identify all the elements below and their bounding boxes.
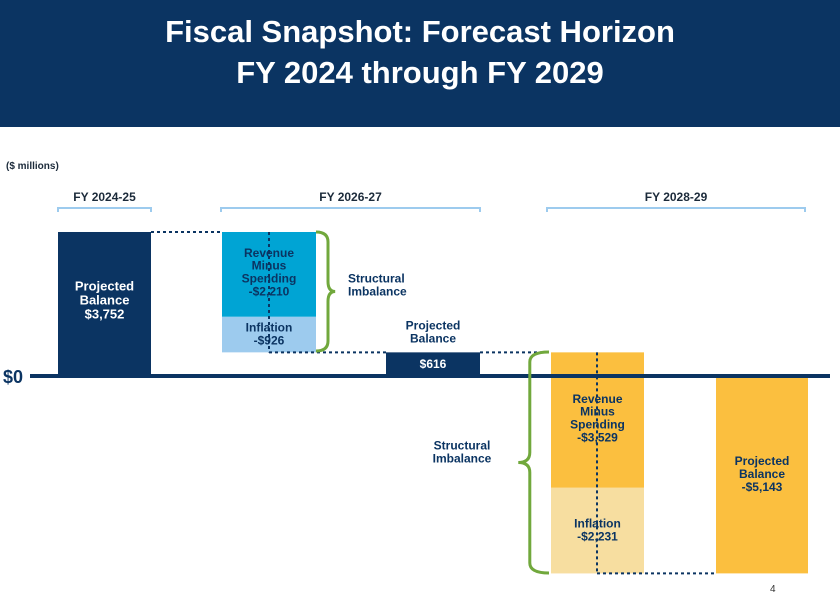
bar-bal3 <box>716 376 808 574</box>
structural-imbalance-brace <box>518 350 550 575</box>
bar-label-bal2: $616 <box>420 357 447 371</box>
bar-label-bal1: Projected Balance $3,752 <box>75 279 134 322</box>
units-label: ($ millions) <box>6 161 59 172</box>
page-subtitle: FY 2024 through FY 2029 <box>236 55 604 90</box>
period-label: FY 2024-25 <box>73 190 136 204</box>
page-title: Fiscal Snapshot: Forecast Horizon <box>165 14 675 49</box>
bar-label-rms2: Revenue Minus Spending -$3,529 <box>570 392 625 445</box>
bar-label-inf1: Inflation -$926 <box>246 321 293 348</box>
period-bracket <box>220 207 481 212</box>
bar-label-rms1: Revenue Minus Spending -$2,210 <box>242 246 297 299</box>
structural-imbalance-brace <box>315 230 336 353</box>
zero-label: $0 <box>3 367 23 387</box>
period-label: FY 2026-27 <box>319 190 382 204</box>
bar-bal1 <box>58 231 151 376</box>
period-label: FY 2028-29 <box>645 190 708 204</box>
bar-label-bal3: Projected Balance -$5,143 <box>735 454 790 494</box>
bar-label-inf2: Inflation -$2,231 <box>574 517 621 544</box>
bar-bal2 <box>386 352 480 376</box>
period-bracket <box>546 207 806 212</box>
title-banner: Fiscal Snapshot: Forecast Horizon FY 202… <box>0 0 840 127</box>
annotation-structural-imbalance: Structural Imbalance <box>348 272 407 299</box>
page-number: 4 <box>770 584 776 595</box>
annotation-projected-balance: Projected Balance <box>406 319 461 346</box>
period-bracket <box>57 207 152 212</box>
annotation-structural-imbalance: Structural Imbalance <box>433 439 492 466</box>
